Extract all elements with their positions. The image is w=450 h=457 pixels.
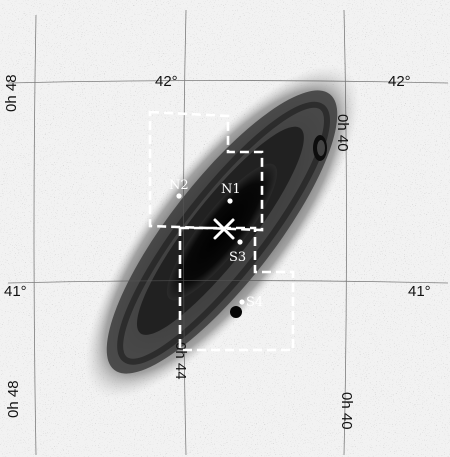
field-north-outline [148, 110, 264, 232]
field-markers [176, 193, 245, 305]
grid-label-dec42-right: 42° [388, 73, 411, 90]
field-label-s4: S4 [246, 295, 263, 310]
field-label-n1: N1 [221, 182, 241, 197]
grid-label-ra48-bottom: 0h 48 [5, 380, 22, 418]
grid-label-ra48-top: 0h 48 [3, 74, 20, 112]
field-south-outline [178, 226, 295, 352]
grid-label-ra40-top: 0h 40 [334, 114, 351, 152]
satellite-galaxy-m32 [230, 306, 242, 318]
survey-footprint [148, 110, 295, 352]
center-cross-icon [213, 218, 235, 240]
grid-label-dec41-left: 41° [4, 283, 27, 300]
grid-label-dec42-top: 42° [155, 73, 178, 90]
coordinate-grid [7, 9, 449, 456]
field-dot-n2 [176, 193, 182, 199]
field-dot-n1 [227, 198, 233, 204]
grid-label-dec41-right: 41° [408, 283, 431, 300]
grid-label-ra44-mid: 0h 44 [172, 342, 189, 380]
grid-label-ra40-bottom: 0h 40 [338, 392, 355, 430]
field-label-n2: N2 [169, 178, 189, 193]
field-dot-s3 [237, 239, 243, 245]
satellite-core [317, 140, 325, 156]
field-label-s3: S3 [229, 250, 246, 265]
field-dot-s4 [239, 299, 245, 305]
